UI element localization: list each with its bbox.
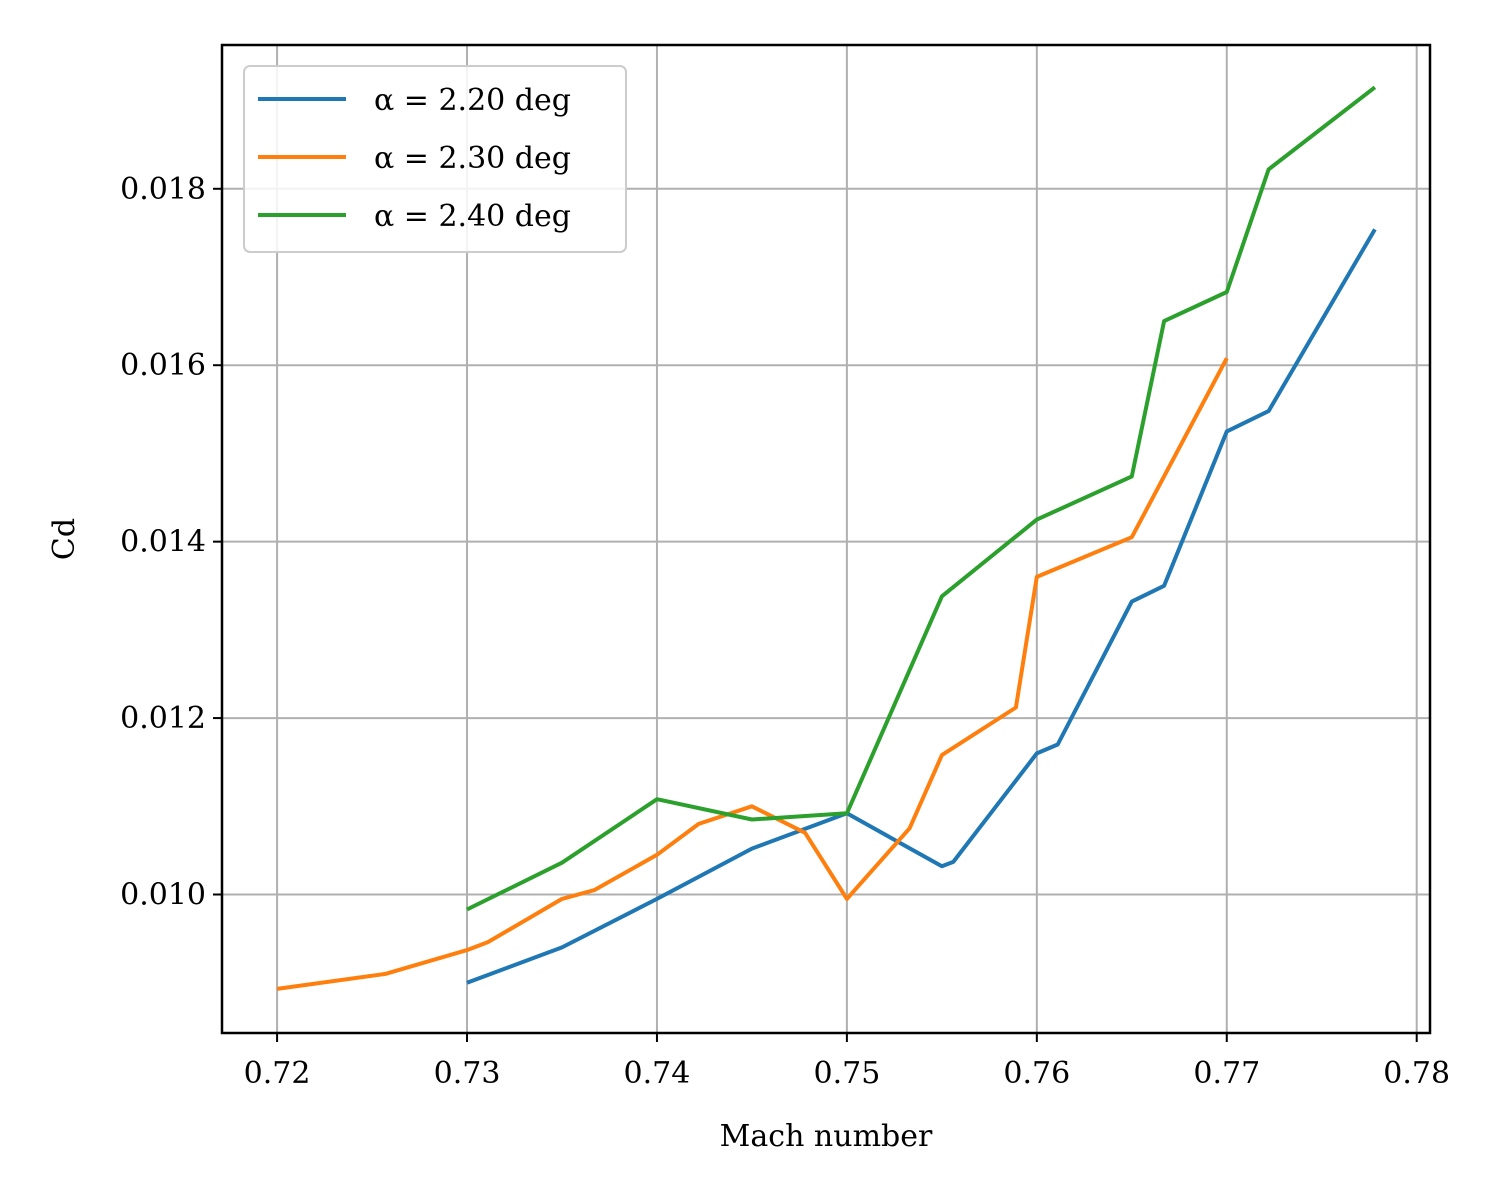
legend-entry-label: α = 2.30 deg [374,141,571,176]
series-line-1 [466,228,1377,985]
y-tick-label: 0.012 [120,701,206,736]
plot-frame [220,43,1432,1035]
axis-ticks: 0.72 0.73 0.74 0.75 0.76 0.77 0.78 0.010 0.012 0.… [120,172,1450,1091]
x-tick-label: 0.77 [1193,1056,1260,1091]
y-tick-label: 0.014 [120,525,206,560]
x-tick-label: 0.73 [434,1056,501,1091]
y-axis-label: Cd [47,518,82,560]
y-tick-label: 0.018 [120,172,206,207]
x-tick-label: 0.74 [624,1056,691,1091]
x-axis-label: Mach number [720,1119,933,1154]
x-tick-label: 0.75 [813,1056,880,1091]
y-tick-label: 0.010 [120,878,206,913]
x-tick-label: 0.76 [1003,1056,1070,1091]
legend-entry-label: α = 2.40 deg [374,199,571,234]
series-lines [276,85,1377,991]
legend-box [243,65,627,253]
x-tick-label: 0.72 [244,1056,311,1091]
x-tick-label: 0.78 [1383,1056,1450,1091]
series-line-3 [466,85,1377,912]
y-tick-label: 0.016 [120,348,206,383]
legend-entry-label: α = 2.20 deg [374,83,571,118]
series-line-2 [276,357,1229,991]
legend: α = 2.20 deg α = 2.30 deg α = 2.40 deg [243,65,627,253]
